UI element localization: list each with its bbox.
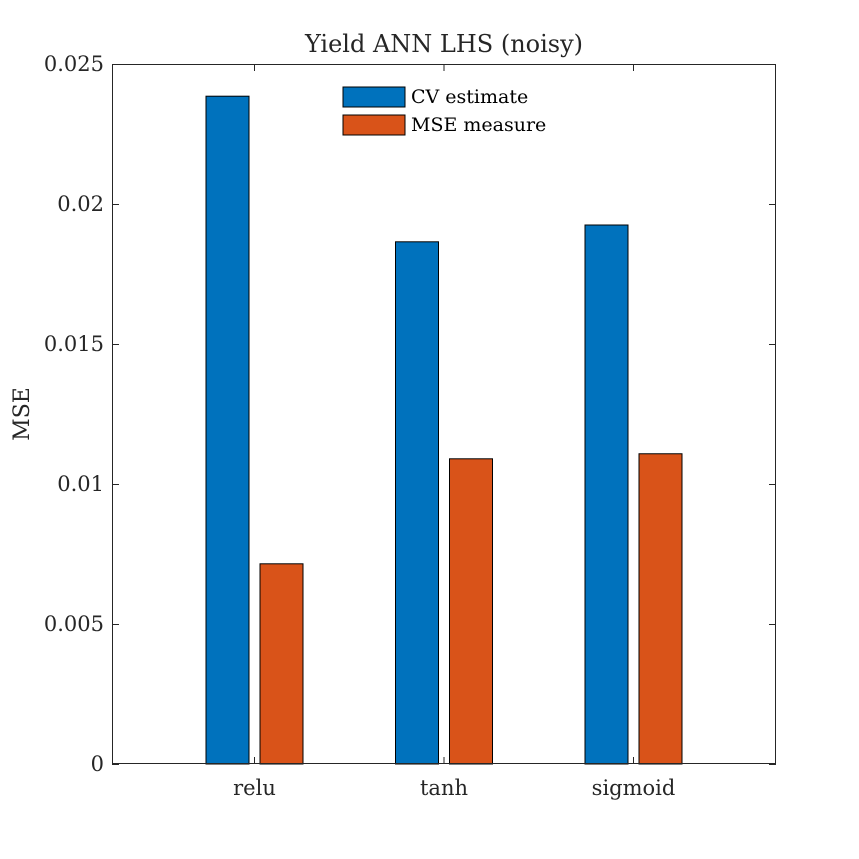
y-tick-label: 0.01 [57,472,104,496]
legend-swatch [342,86,406,108]
bars-group [205,95,683,765]
bar-sigmoid-mse-measure [638,453,683,765]
ticks-group: 0 0.005 0.01 0.015 0.02 0.025 relu tanh sigmoid [44,52,776,800]
x-tick-label: tanh [420,776,468,800]
bar-tanh-cv-estimate [395,241,439,765]
chart-title: Yield ANN LHS (noisy) [304,30,583,58]
plot-frame [112,64,776,764]
y-tick-label: 0.02 [57,192,104,216]
x-tick-label: relu [233,776,276,800]
legend: CV estimate MSE measure [342,86,546,136]
legend-label: MSE measure [411,114,546,136]
y-tick-label: 0.015 [44,332,104,356]
bar-relu-cv-estimate [205,95,250,765]
bar-relu-mse-measure [259,563,304,765]
y-axis-label: MSE [10,387,35,441]
x-tick-label: sigmoid [592,776,676,800]
y-tick-label: 0.025 [44,52,104,76]
legend-swatch [342,114,406,136]
legend-label: CV estimate [411,86,528,108]
y-tick-label: 0.005 [44,612,104,636]
bar-sigmoid-cv-estimate [584,224,629,765]
y-tick-label: 0 [91,752,104,776]
bar-tanh-mse-measure [449,458,493,765]
